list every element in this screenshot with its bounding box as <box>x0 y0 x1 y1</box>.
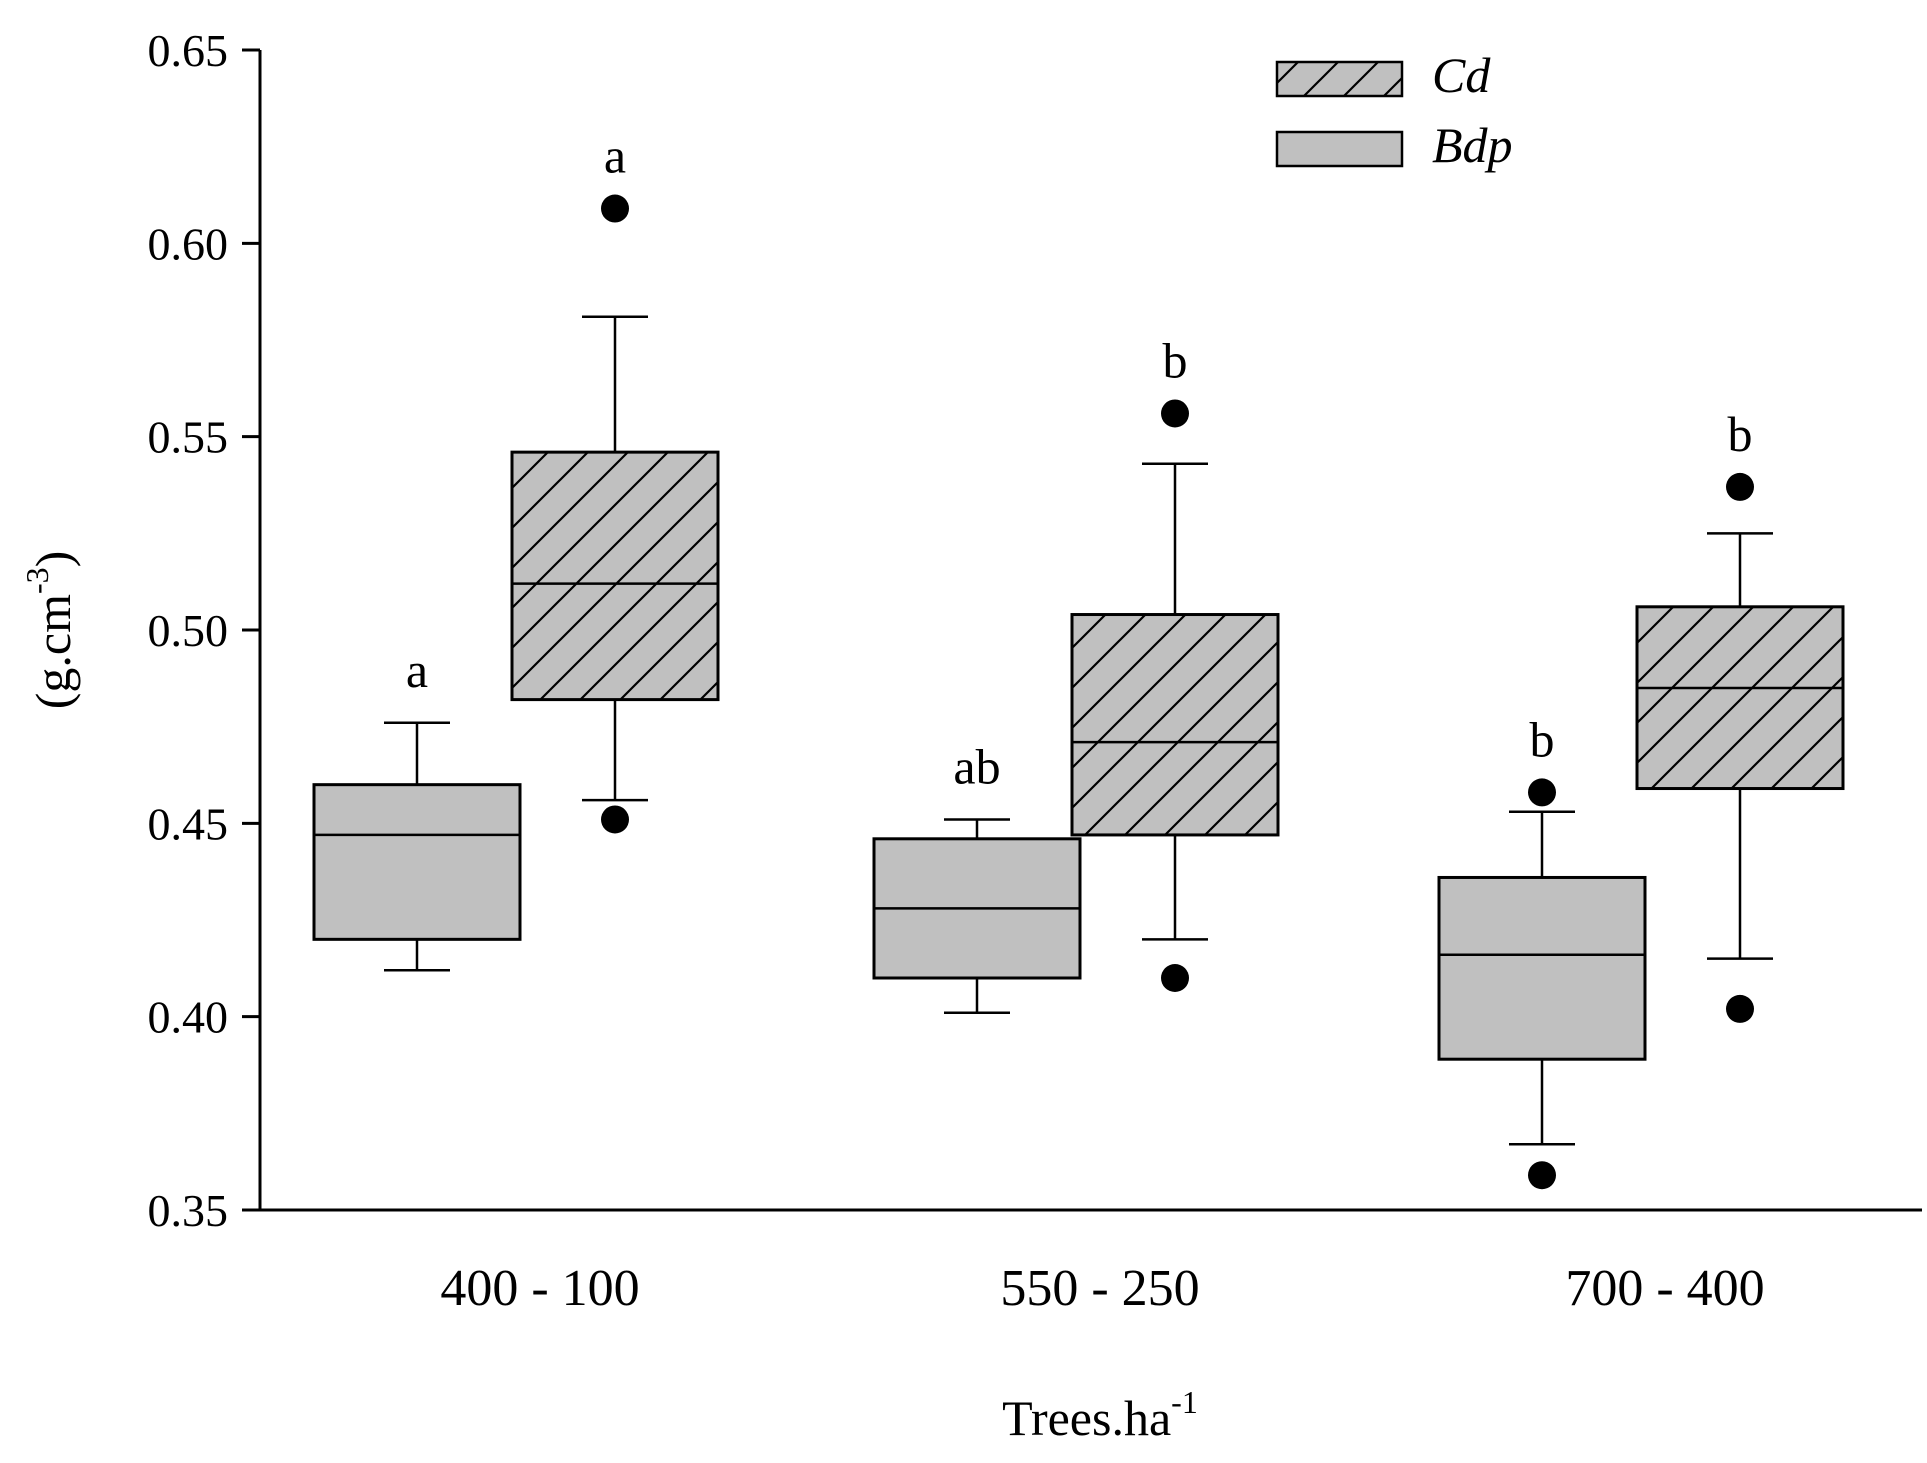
significance-letter: a <box>604 128 626 184</box>
legend-label-cd: Cd <box>1432 47 1491 103</box>
significance-letter: ab <box>953 738 1000 794</box>
x-axis-title: Trees.ha-1 <box>1002 1384 1198 1446</box>
box-cd-2 <box>1070 399 1280 992</box>
y-axis-title: (g.cm-3) <box>19 551 81 710</box>
significance-letter: b <box>1163 332 1188 388</box>
y-axis-title-close: ) <box>25 551 81 568</box>
outlier-point <box>601 805 629 834</box>
y-tick-label: 0.65 <box>148 25 229 76</box>
box-iqr <box>1070 613 1280 837</box>
axes-layer: 0.35 0.40 0.45 0.50 0.55 0.60 0.65 <box>148 25 1922 1236</box>
legend-swatch-cd <box>1275 60 1404 98</box>
box-iqr <box>1635 605 1845 791</box>
outlier-point <box>1528 778 1556 807</box>
y-tick-label: 0.45 <box>148 798 229 849</box>
legend-label-bdp: Bdp <box>1432 117 1513 173</box>
x-category-label: 550 - 250 <box>1000 1260 1199 1317</box>
significance-letter: b <box>1530 711 1555 767</box>
y-tick-label: 0.35 <box>148 1185 229 1236</box>
x-axis-title-sup: -1 <box>1171 1384 1198 1420</box>
outlier-point <box>601 194 629 223</box>
box-bdp-2 <box>872 818 1082 1015</box>
box-iqr <box>312 783 522 941</box>
outlier-point <box>1161 964 1189 992</box>
outlier-point <box>1726 994 1754 1023</box>
y-tick-label: 0.55 <box>148 412 229 463</box>
box-bdp-1 <box>312 721 522 972</box>
significance-letter: a <box>406 642 428 698</box>
y-tick-label: 0.60 <box>148 218 229 269</box>
y-tick-label: 0.40 <box>148 992 229 1043</box>
y-tick-label: 0.50 <box>148 605 229 656</box>
outlier-point <box>1726 472 1754 501</box>
legend-swatch-bdp <box>1275 130 1404 168</box>
box-cd-3 <box>1635 472 1845 1023</box>
significance-letter: b <box>1728 406 1753 462</box>
y-axis-title-sup: -3 <box>19 567 55 594</box>
box-cd-1 <box>510 194 720 834</box>
box-iqr <box>1437 875 1647 1061</box>
box-bdp-3 <box>1437 778 1647 1190</box>
box-iqr <box>510 450 720 702</box>
outlier-point <box>1528 1161 1556 1190</box>
legend: Cd Bdp <box>1275 47 1513 173</box>
outlier-point <box>1161 399 1189 428</box>
x-category-label: 400 - 100 <box>440 1260 639 1317</box>
x-axis-title-base: Trees.ha <box>1002 1390 1171 1446</box>
boxes-layer <box>312 194 1845 1190</box>
y-axis-title-base: (g.cm <box>25 594 81 709</box>
x-category-label: 700 - 400 <box>1565 1260 1764 1317</box>
